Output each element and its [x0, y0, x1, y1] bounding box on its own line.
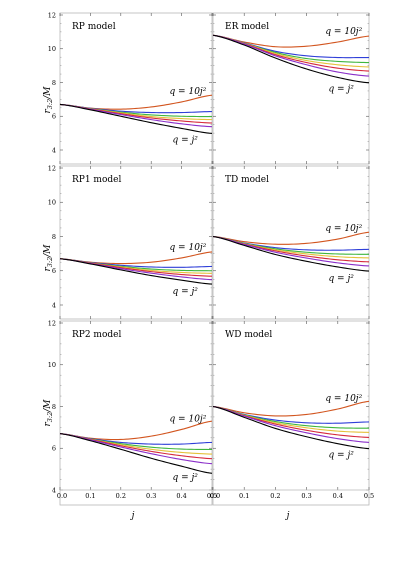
axis-labels-layer: r3:2/M r3:2/M r3:2/M j j [43, 86, 290, 521]
panel-td-model: TD model q = 10j² q = j² [212, 165, 370, 320]
y-tick-label: 4 [52, 301, 56, 309]
panel-title: RP model [72, 22, 116, 32]
panel-frame [212, 12, 370, 165]
y-axis-label-middle: r3:2/M [43, 244, 54, 272]
x-tick-label: 0.1 [85, 492, 95, 500]
panel-title: RP2 model [72, 330, 121, 340]
annotation-lower: q = j² [328, 84, 354, 94]
y-tick-label: 4 [52, 146, 56, 154]
series-line-2 [212, 405, 370, 429]
panel-title: WD model [225, 330, 272, 340]
x-tick-label: 0.5 [364, 492, 374, 500]
annotation-upper: q = 10j² [325, 224, 362, 234]
panel-title: ER model [225, 22, 269, 32]
x-tick-label: 0.0 [57, 492, 67, 500]
panel-title: RP1 model [72, 175, 121, 185]
panel-frame [59, 320, 213, 506]
y-tick-label: 6 [52, 267, 56, 275]
y-tick-label: 8 [52, 233, 56, 241]
y-tick-label: 10 [48, 45, 56, 53]
x-tick-label: 0.1 [239, 492, 249, 500]
x-tick-label: 0.5 [207, 492, 217, 500]
y-tick-label: 4 [52, 486, 56, 494]
series-line-5 [212, 405, 370, 443]
y-tick-label: 6 [52, 113, 56, 121]
series-line-0 [212, 231, 370, 245]
panels-layer: 4 6 8 10 12 RP model q = 10j² q = j² ER model q =… [48, 11, 374, 506]
series-line-5 [212, 34, 370, 77]
panel-wd-model: 0.0 0.1 0.2 0.3 0.4 0.5 WD model q = 10j² q = j² [210, 320, 374, 506]
series-line-6 [59, 258, 213, 285]
x-tick-label: 0.2 [270, 492, 280, 500]
annotation-lower: q = j² [172, 473, 198, 483]
series-line-5 [59, 433, 213, 465]
x-tick-label: 0.4 [176, 492, 186, 500]
y-tick-label: 8 [52, 79, 56, 87]
annotation-lower: q = j² [172, 135, 198, 145]
y-tick-label: 12 [48, 11, 56, 19]
panel-rp2-model: 4 6 8 10 12 0.0 0.1 0.2 0.3 0.4 0.5 RP2 model q = 10… [48, 319, 217, 506]
x-tick-label: 0.3 [301, 492, 311, 500]
panel-rp-model: 4 6 8 10 12 RP model q = 10j² q = j² [48, 11, 213, 165]
series-line-6 [212, 34, 370, 84]
panel-rp1-model: 4 6 8 10 12 RP1 model q = 10j² q = j² [48, 164, 213, 320]
y-tick-label: 6 [52, 445, 56, 453]
y-tick-label: 8 [52, 403, 56, 411]
panel-frame [59, 165, 213, 320]
x-axis-label-right: j [285, 511, 290, 521]
series-line-6 [59, 103, 213, 135]
y-axis-label-top: r3:2/M [43, 86, 54, 114]
x-tick-label: 0.2 [116, 492, 126, 500]
annotation-upper: q = 10j² [169, 414, 206, 424]
annotation-lower: q = j² [328, 451, 354, 461]
y-axis-label-bottom: r3:2/M [43, 399, 54, 427]
panel-frame [59, 12, 213, 165]
panel-title: TD model [225, 175, 269, 185]
panel-frame [212, 320, 370, 506]
x-tick-label: 0.4 [333, 492, 343, 500]
y-tick-label: 10 [48, 199, 56, 207]
series-line-6 [212, 235, 370, 272]
series-line-6 [212, 405, 370, 450]
series-line-5 [212, 235, 370, 267]
y-tick-label: 10 [48, 361, 56, 369]
annotation-lower: q = j² [172, 287, 198, 297]
x-tick-label: 0.0 [210, 492, 220, 500]
panel-frame [212, 165, 370, 320]
annotation-upper: q = 10j² [325, 27, 362, 37]
x-axis-label-left: j [130, 511, 135, 521]
series-line-4 [59, 433, 213, 460]
series-line-0 [212, 400, 370, 417]
annotation-upper: q = 10j² [169, 87, 206, 97]
x-tick-label: 0.3 [146, 492, 156, 500]
series-line-6 [59, 433, 213, 474]
annotation-lower: q = j² [328, 274, 354, 284]
series-line-1 [212, 34, 369, 59]
annotation-upper: q = 10j² [169, 243, 206, 253]
y-tick-label: 12 [48, 164, 56, 172]
annotation-upper: q = 10j² [325, 394, 362, 404]
panel-er-model: ER model q = 10j² q = j² [212, 12, 370, 165]
y-tick-label: 12 [48, 319, 56, 327]
